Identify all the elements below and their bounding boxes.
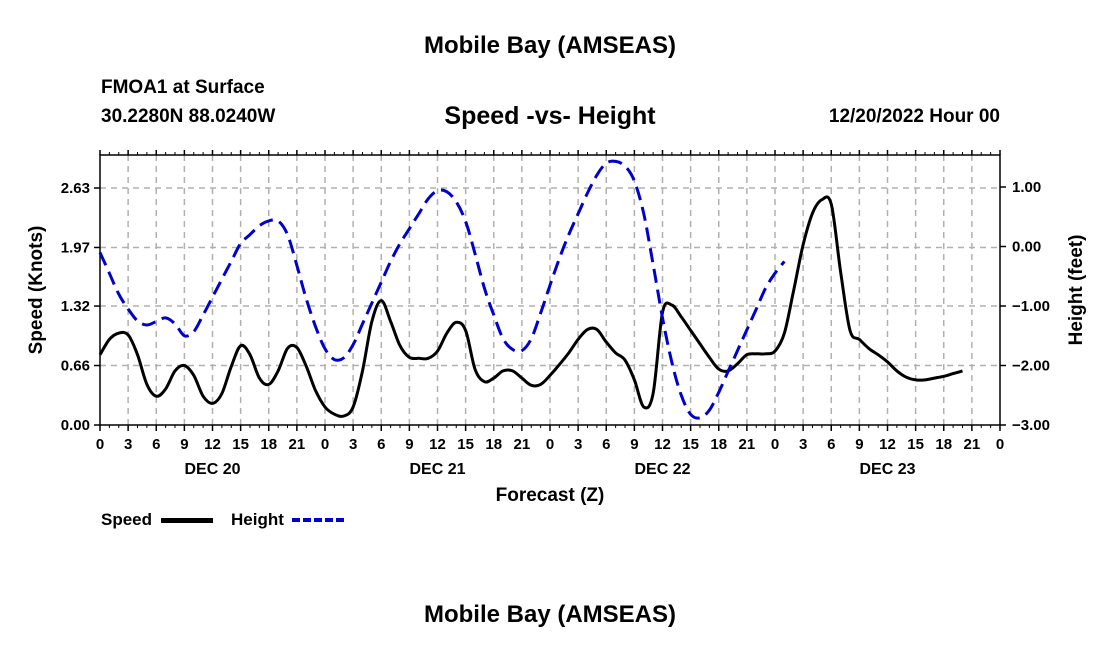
left-tick-label: 0.66 bbox=[61, 358, 90, 375]
day-label: DEC 22 bbox=[634, 461, 690, 478]
x-tick-label: 15 bbox=[232, 436, 249, 453]
x-tick-label: 15 bbox=[682, 436, 699, 453]
left-axis-title: Speed (Knots) bbox=[26, 226, 47, 355]
speed-height-chart: 0 3 6 9 12 15 18 21 0 3 6 9 12 15 18 21 0 3 6 9 12 15 18 21 0 3 6 9… bbox=[26, 150, 1087, 506]
x-tick-label: 3 bbox=[574, 436, 582, 453]
x-tick-label: 0 bbox=[996, 436, 1004, 453]
x-tick-label: 9 bbox=[855, 436, 863, 453]
x-tick-label: 3 bbox=[799, 436, 807, 453]
x-axis-title: Forecast (Z) bbox=[496, 485, 605, 506]
chart-subtitle: Speed -vs- Height bbox=[444, 102, 656, 130]
x-tick-label: 12 bbox=[204, 436, 221, 453]
x-tick-label: 21 bbox=[289, 436, 306, 453]
x-tick-label: 21 bbox=[739, 436, 756, 453]
x-tick-label: 18 bbox=[935, 436, 952, 453]
left-tick-label: 0.00 bbox=[61, 417, 90, 434]
x-tick-label: 12 bbox=[879, 436, 896, 453]
right-tick-label: −3.00 bbox=[1012, 417, 1050, 434]
x-tick-label: 6 bbox=[377, 436, 385, 453]
day-label: DEC 23 bbox=[859, 461, 915, 478]
x-tick-label: 18 bbox=[710, 436, 727, 453]
x-tick-label: 0 bbox=[546, 436, 554, 453]
x-tick-label: 9 bbox=[405, 436, 413, 453]
x-tick-label: 3 bbox=[124, 436, 132, 453]
speed-series-line bbox=[98, 195, 963, 418]
station-label: FMOA1 at Surface bbox=[101, 77, 265, 98]
x-tick-label: 0 bbox=[321, 436, 329, 453]
legend-height-label: Height bbox=[231, 510, 284, 529]
x-tick-label: 21 bbox=[514, 436, 531, 453]
left-tick-label: 1.97 bbox=[61, 239, 90, 256]
right-tick-label: 0.00 bbox=[1012, 239, 1041, 256]
x-tick-label: 18 bbox=[485, 436, 502, 453]
x-tick-label: 0 bbox=[771, 436, 779, 453]
coords-label: 30.2280N 88.0240W bbox=[101, 106, 276, 127]
height-series-line bbox=[98, 159, 786, 420]
legend-speed-label: Speed bbox=[101, 510, 153, 529]
x-tick-label: 12 bbox=[429, 436, 446, 453]
right-tick-label: 1.00 bbox=[1012, 179, 1041, 196]
left-tick-label: 1.32 bbox=[61, 298, 90, 315]
x-tick-label: 9 bbox=[180, 436, 188, 453]
run-time-label: 12/20/2022 Hour 00 bbox=[828, 106, 1000, 127]
x-tick-label: 15 bbox=[457, 436, 474, 453]
left-tick-label: 2.63 bbox=[61, 180, 90, 197]
x-tick-label: 6 bbox=[827, 436, 835, 453]
x-tick-label: 18 bbox=[260, 436, 277, 453]
x-tick-label: 0 bbox=[96, 436, 104, 453]
main-title: Mobile Bay (AMSEAS) bbox=[423, 32, 677, 59]
x-tick-label: 9 bbox=[630, 436, 638, 453]
right-axis-title: Height (feet) bbox=[1066, 235, 1087, 346]
footer-title: Mobile Bay (AMSEAS) bbox=[423, 601, 677, 628]
x-tick-label: 12 bbox=[654, 436, 671, 453]
x-tick-label: 6 bbox=[602, 436, 610, 453]
legend-height-swatch bbox=[292, 518, 344, 522]
x-tick-label: 15 bbox=[907, 436, 924, 453]
legend-speed-swatch bbox=[161, 518, 213, 523]
day-label: DEC 20 bbox=[184, 461, 240, 478]
x-tick-label: 21 bbox=[964, 436, 981, 453]
right-tick-label: −1.00 bbox=[1012, 298, 1050, 315]
x-tick-label: 6 bbox=[152, 436, 160, 453]
x-tick-label: 3 bbox=[349, 436, 357, 453]
day-label: DEC 21 bbox=[409, 461, 465, 478]
right-tick-label: −2.00 bbox=[1012, 358, 1050, 375]
